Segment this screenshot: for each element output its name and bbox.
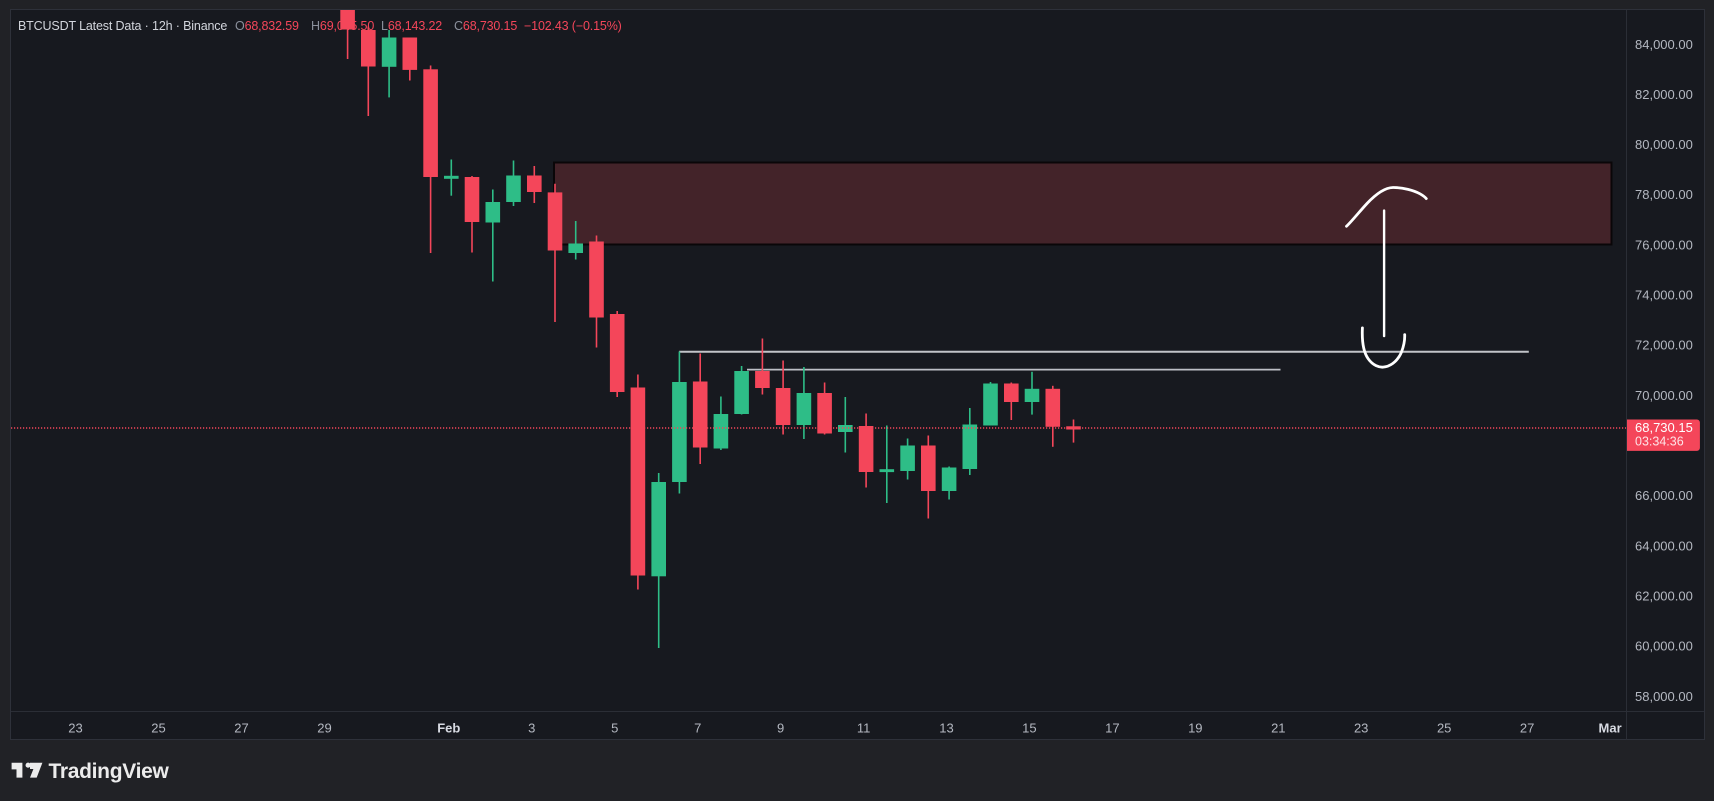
svg-text:29: 29: [317, 721, 331, 736]
svg-text:9: 9: [777, 721, 784, 736]
svg-text:27: 27: [1520, 721, 1534, 736]
svg-text:L68,143.22: L68,143.22: [381, 19, 442, 33]
svg-text:72,000.00: 72,000.00: [1635, 338, 1693, 353]
svg-text:7: 7: [694, 721, 701, 736]
svg-text:O68,832.59: O68,832.59: [235, 19, 299, 33]
svg-text:25: 25: [1437, 721, 1451, 736]
svg-text:21: 21: [1271, 721, 1285, 736]
svg-text:78,000.00: 78,000.00: [1635, 187, 1693, 202]
svg-text:74,000.00: 74,000.00: [1635, 288, 1693, 303]
svg-text:62,000.00: 62,000.00: [1635, 589, 1693, 604]
svg-text:23: 23: [1354, 721, 1368, 736]
svg-text:64,000.00: 64,000.00: [1635, 538, 1693, 553]
svg-text:60,000.00: 60,000.00: [1635, 639, 1693, 654]
svg-text:76,000.00: 76,000.00: [1635, 237, 1693, 252]
svg-text:TradingView: TradingView: [49, 760, 170, 783]
svg-text:70,000.00: 70,000.00: [1635, 388, 1693, 403]
svg-text:03:34:36: 03:34:36: [1635, 435, 1684, 449]
svg-text:58,000.00: 58,000.00: [1635, 689, 1693, 704]
svg-text:5: 5: [611, 721, 618, 736]
svg-text:68,730.15: 68,730.15: [1635, 420, 1693, 435]
svg-text:BTCUSDT Latest Data · 12h · Bi: BTCUSDT Latest Data · 12h · Binance: [18, 19, 227, 33]
svg-text:25: 25: [151, 721, 165, 736]
svg-text:82,000.00: 82,000.00: [1635, 87, 1693, 102]
svg-text:19: 19: [1188, 721, 1202, 736]
svg-text:17: 17: [1105, 721, 1119, 736]
svg-text:Mar: Mar: [1599, 721, 1622, 736]
svg-text:11: 11: [857, 721, 871, 736]
svg-text:66,000.00: 66,000.00: [1635, 488, 1693, 503]
svg-text:C68,730.15: C68,730.15: [454, 19, 517, 33]
svg-text:27: 27: [234, 721, 248, 736]
svg-text:15: 15: [1022, 721, 1036, 736]
svg-text:84,000.00: 84,000.00: [1635, 37, 1693, 52]
svg-text:23: 23: [68, 721, 82, 736]
svg-text:13: 13: [939, 721, 953, 736]
svg-text:80,000.00: 80,000.00: [1635, 137, 1693, 152]
svg-text:−102.43 (−0.15%): −102.43 (−0.15%): [524, 19, 622, 33]
svg-text:3: 3: [528, 721, 535, 736]
svg-text:Feb: Feb: [437, 721, 460, 736]
